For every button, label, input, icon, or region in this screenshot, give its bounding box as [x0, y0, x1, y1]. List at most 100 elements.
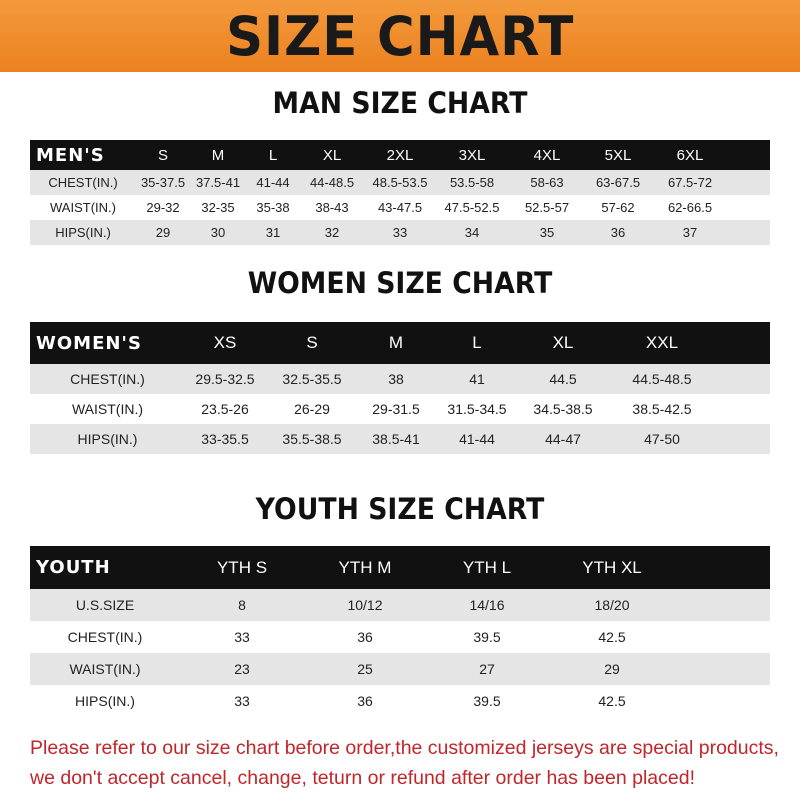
size-value: 32.5-35.5 — [282, 371, 342, 387]
size-value: 35-37.5 — [140, 175, 186, 190]
size-value: 32-35 — [201, 200, 235, 215]
size-value: 41-44 — [256, 175, 290, 190]
page-title: SIZE CHART — [225, 4, 575, 68]
size-value: 34 — [464, 225, 480, 240]
size-value: 47-50 — [644, 431, 680, 447]
size-value: 36 — [610, 225, 626, 240]
size-header: 2XL — [386, 146, 414, 164]
men-section-title: MAN SIZE CHART — [272, 86, 528, 120]
size-header: 3XL — [458, 146, 486, 164]
table-corner-label: WOMEN'S — [36, 332, 142, 354]
size-header: 5XL — [604, 146, 632, 164]
women-section-title: WOMEN SIZE CHART — [247, 266, 553, 300]
table-row: HIPS(IN.) 33-35.5 35.5-38.5 38.5-41 41-44 44-… — [30, 424, 770, 454]
size-value: 43-47.5 — [377, 200, 423, 215]
men-size-table: MEN'S S M L XL 2XL 3XL 4XL 5XL 6XL CHEST(IN.) 35-37… — [30, 140, 770, 245]
size-header: YTH XL — [582, 557, 642, 577]
size-value: 29.5-32.5 — [195, 371, 255, 387]
size-value: 38 — [388, 371, 404, 387]
size-value: 29-32 — [146, 200, 180, 215]
size-value: 63-67.5 — [595, 175, 641, 190]
size-header: YTH S — [216, 557, 268, 577]
size-value: 33-35.5 — [201, 431, 249, 447]
size-value: 10/12 — [347, 597, 383, 613]
size-value: 35-38 — [256, 200, 290, 215]
row-label: HIPS(IN.) — [75, 693, 135, 709]
table-corner-label: YOUTH — [36, 557, 111, 578]
size-header: XS — [213, 333, 237, 352]
table-row: WAIST(IN.) 23 25 27 29 — [30, 653, 770, 685]
size-value: 35 — [539, 225, 555, 240]
row-label: WAIST(IN.) — [71, 401, 144, 417]
size-header: XXL — [645, 333, 679, 352]
size-value: 52.5-57 — [524, 200, 570, 215]
size-header: S — [306, 333, 318, 352]
size-value: 29 — [155, 225, 171, 240]
table-row: CHEST(IN.) 33 36 39.5 42.5 — [30, 621, 770, 653]
size-header: L — [472, 333, 482, 352]
size-value: 38.5-41 — [372, 431, 420, 447]
size-header: 4XL — [533, 146, 561, 164]
size-value: 29 — [604, 661, 620, 677]
size-value: 62-66.5 — [667, 200, 713, 215]
table-row: WAIST(IN.) 29-32 32-35 35-38 38-43 43-47.5 47.… — [30, 195, 770, 220]
table-row: HIPS(IN.) 33 36 39.5 42.5 — [30, 685, 770, 717]
size-value: 18/20 — [594, 597, 630, 613]
size-value: 31 — [265, 225, 281, 240]
size-header: 6XL — [676, 146, 704, 164]
size-header: S — [157, 146, 168, 164]
size-value: 44.5-48.5 — [632, 371, 692, 387]
women-size-table: WOMEN'S XS S M L XL XXL CHEST(IN.) 29.5-32.5 32.5… — [30, 322, 770, 454]
row-label: U.S.SIZE — [75, 597, 135, 613]
size-value: 33 — [234, 629, 250, 645]
table-row: HIPS(IN.) 29 30 31 32 33 34 35 36 37 — [30, 220, 770, 245]
size-value: 44-47 — [545, 431, 581, 447]
size-value: 38-43 — [315, 200, 349, 215]
order-notice: Please refer to our size chart before or… — [30, 733, 790, 793]
row-label: CHEST(IN.) — [70, 371, 145, 387]
youth-section-title: YOUTH SIZE CHART — [255, 492, 545, 526]
size-header: YTH M — [338, 557, 392, 577]
size-value: 32 — [324, 225, 340, 240]
size-value: 41 — [469, 371, 485, 387]
size-value: 58-63 — [530, 175, 564, 190]
size-value: 53.5-58 — [449, 175, 495, 190]
size-value: 34.5-38.5 — [533, 401, 593, 417]
size-value: 41-44 — [459, 431, 495, 447]
table-corner-label: MEN'S — [36, 144, 105, 166]
size-header: XL — [322, 146, 342, 164]
size-value: 44-48.5 — [309, 175, 355, 190]
table-row: CHEST(IN.) 35-37.5 37.5-41 41-44 44-48.5 48.5… — [30, 170, 770, 195]
row-label: CHEST(IN.) — [67, 629, 143, 645]
size-value: 33 — [392, 225, 408, 240]
size-value: 47.5-52.5 — [444, 200, 500, 215]
table-row: CHEST(IN.) 29.5-32.5 32.5-35.5 38 41 44.5 44.5… — [30, 364, 770, 394]
size-header: M — [388, 333, 404, 352]
size-value: 39.5 — [473, 629, 501, 645]
size-value: 48.5-53.5 — [372, 175, 428, 190]
size-value: 38.5-42.5 — [632, 401, 692, 417]
size-value: 35.5-38.5 — [282, 431, 342, 447]
size-value: 29-31.5 — [372, 401, 420, 417]
size-value: 57-62 — [601, 200, 635, 215]
table-header-row: MEN'S S M L XL 2XL 3XL 4XL 5XL 6XL — [30, 140, 770, 170]
size-value: 26-29 — [294, 401, 330, 417]
size-value: 31.5-34.5 — [447, 401, 507, 417]
size-header: YTH L — [462, 557, 512, 577]
size-value: 23 — [234, 661, 250, 677]
size-header: L — [268, 146, 278, 164]
row-label: HIPS(IN.) — [55, 225, 111, 240]
size-value: 39.5 — [473, 693, 501, 709]
size-value: 14/16 — [469, 597, 505, 613]
size-value: 8 — [238, 597, 246, 613]
size-value: 42.5 — [598, 629, 626, 645]
size-value: 30 — [210, 225, 226, 240]
row-label: HIPS(IN.) — [77, 431, 138, 447]
size-value: 36 — [357, 629, 373, 645]
notice-line-2: we don't accept cancel, change, teturn o… — [30, 767, 695, 789]
size-value: 42.5 — [598, 693, 626, 709]
table-header-row: WOMEN'S XS S M L XL XXL — [30, 322, 770, 364]
row-label: WAIST(IN.) — [50, 200, 116, 215]
row-label: CHEST(IN.) — [48, 175, 118, 190]
table-row: U.S.SIZE 8 10/12 14/16 18/20 — [30, 589, 770, 621]
